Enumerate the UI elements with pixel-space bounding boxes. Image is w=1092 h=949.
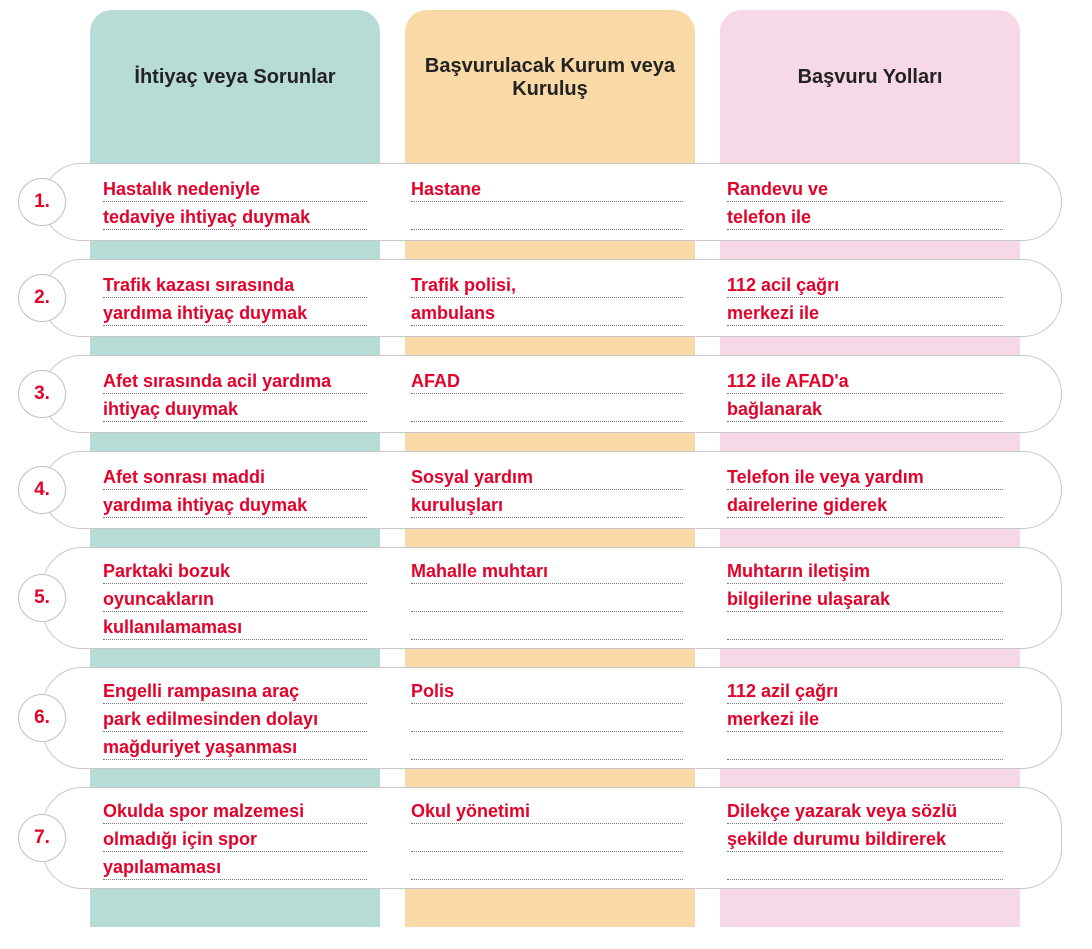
cell-way: 112 ile AFAD'a bağlanarak — [697, 356, 1017, 432]
cell-institution: Polis — [381, 668, 697, 768]
row-number: 7. — [34, 827, 50, 849]
cell-institution: Mahalle muhtarı — [381, 548, 697, 648]
table-row: 3. Afet sırasında acil yardıma ihtiyaç d… — [10, 355, 1082, 433]
cell-way: Dilekçe yazarak veya sözlü şekilde durum… — [697, 788, 1017, 888]
row-number-badge: 6. — [18, 694, 66, 742]
inst-line: kuruluşları — [411, 494, 503, 516]
cell-need: Parktaki bozuk oyuncakların kullanılamam… — [89, 548, 381, 648]
need-line: Okulda spor malzemesi — [103, 800, 304, 822]
need-line: Trafik kazası sırasında — [103, 274, 294, 296]
row-number: 6. — [34, 707, 50, 729]
table-row: 4. Afet sonrası maddi yardıma ihtiyaç du… — [10, 451, 1082, 529]
table-row: 5. Parktaki bozuk oyuncakların kullanıla… — [10, 547, 1082, 649]
need-line: oyuncakların — [103, 588, 214, 610]
need-line: tedaviye ihtiyaç duymak — [103, 206, 310, 228]
inst-line: Hastane — [411, 178, 481, 200]
cell-need: Afet sonrası maddi yardıma ihtiyaç duyma… — [89, 452, 381, 528]
row-number: 1. — [34, 191, 50, 213]
inst-line: Sosyal yardım — [411, 466, 533, 488]
way-line: Telefon ile veya yardım — [727, 466, 924, 488]
header-way: Başvuru Yolları — [720, 10, 1020, 145]
table-body: 1. Hastalık nedeniyle tedaviye ihtiyaç d… — [10, 163, 1082, 927]
row-number-badge: 3. — [18, 370, 66, 418]
way-line: Randevu ve — [727, 178, 828, 200]
cell-need: Trafik kazası sırasında yardıma ihtiyaç … — [89, 260, 381, 336]
row-number-badge: 7. — [18, 814, 66, 862]
way-line: merkezi ile — [727, 302, 819, 324]
inst-line: Okul yönetimi — [411, 800, 530, 822]
cell-need: Okulda spor malzemesi olmadığı için spor… — [89, 788, 381, 888]
cell-need: Engelli rampasına araç park edilmesinden… — [89, 668, 381, 768]
needs-table: İhtiyaç veya Sorunlar Başvurulacak Kurum… — [10, 10, 1082, 927]
need-line: Afet sırasında acil yardıma — [103, 370, 331, 392]
header-need: İhtiyaç veya Sorunlar — [90, 10, 380, 145]
table-row: 6. Engelli rampasına araç park edilmesin… — [10, 667, 1082, 769]
cell-way: Muhtarın iletişim bilgilerine ulaşarak — [697, 548, 1017, 648]
need-line: Afet sonrası maddi — [103, 466, 265, 488]
way-line: telefon ile — [727, 206, 811, 228]
need-line: Hastalık nedeniyle — [103, 178, 260, 200]
row-capsule: Okulda spor malzemesi olmadığı için spor… — [42, 787, 1062, 889]
inst-line: Mahalle muhtarı — [411, 560, 548, 582]
table-row: 7. Okulda spor malzemesi olmadığı için s… — [10, 787, 1082, 889]
row-number: 4. — [34, 479, 50, 501]
row-capsule: Afet sırasında acil yardıma ihtiyaç duıy… — [42, 355, 1062, 433]
need-line: yardıma ihtiyaç duymak — [103, 494, 307, 516]
need-line: yardıma ihtiyaç duymak — [103, 302, 307, 324]
row-number: 2. — [34, 287, 50, 309]
row-number-badge: 1. — [18, 178, 66, 226]
cell-institution: AFAD — [381, 356, 697, 432]
way-line: bağlanarak — [727, 398, 822, 420]
row-number-badge: 4. — [18, 466, 66, 514]
way-line: Muhtarın iletişim — [727, 560, 870, 582]
row-capsule: Parktaki bozuk oyuncakların kullanılamam… — [42, 547, 1062, 649]
cell-way: Telefon ile veya yardım dairelerine gide… — [697, 452, 1017, 528]
way-line: bilgilerine ulaşarak — [727, 588, 890, 610]
cell-way: 112 azil çağrı merkezi ile — [697, 668, 1017, 768]
inst-line: AFAD — [411, 370, 460, 392]
way-line: merkezi ile — [727, 708, 819, 730]
row-number-badge: 2. — [18, 274, 66, 322]
row-number-badge: 5. — [18, 574, 66, 622]
way-line: 112 acil çağrı — [727, 274, 839, 296]
inst-line: Polis — [411, 680, 454, 702]
row-capsule: Trafik kazası sırasında yardıma ihtiyaç … — [42, 259, 1062, 337]
need-line: ihtiyaç duıymak — [103, 398, 238, 420]
need-line: Engelli rampasına araç — [103, 680, 299, 702]
cell-need: Hastalık nedeniyle tedaviye ihtiyaç duym… — [89, 164, 381, 240]
way-line: Dilekçe yazarak veya sözlü — [727, 800, 957, 822]
cell-institution: Trafik polisi, ambulans — [381, 260, 697, 336]
row-capsule: Afet sonrası maddi yardıma ihtiyaç duyma… — [42, 451, 1062, 529]
row-number: 5. — [34, 587, 50, 609]
cell-way: Randevu ve telefon ile — [697, 164, 1017, 240]
way-line: 112 azil çağrı — [727, 680, 838, 702]
cell-need: Afet sırasında acil yardıma ihtiyaç duıy… — [89, 356, 381, 432]
header-institution: Başvurulacak Kurum veya Kuruluş — [405, 10, 695, 145]
need-line: yapılamaması — [103, 856, 221, 878]
need-line: Parktaki bozuk — [103, 560, 230, 582]
inst-line: Trafik polisi, — [411, 274, 516, 296]
cell-institution: Okul yönetimi — [381, 788, 697, 888]
need-line: mağduriyet yaşanması — [103, 736, 297, 758]
inst-line: ambulans — [411, 302, 495, 324]
table-headers: İhtiyaç veya Sorunlar Başvurulacak Kurum… — [10, 10, 1082, 145]
cell-institution: Sosyal yardım kuruluşları — [381, 452, 697, 528]
need-line: olmadığı için spor — [103, 828, 257, 850]
way-line: 112 ile AFAD'a — [727, 370, 849, 392]
row-number: 3. — [34, 383, 50, 405]
way-line: dairelerine giderek — [727, 494, 887, 516]
cell-institution: Hastane — [381, 164, 697, 240]
row-capsule: Hastalık nedeniyle tedaviye ihtiyaç duym… — [42, 163, 1062, 241]
way-line: şekilde durumu bildirerek — [727, 828, 946, 850]
table-row: 2. Trafik kazası sırasında yardıma ihtiy… — [10, 259, 1082, 337]
cell-way: 112 acil çağrı merkezi ile — [697, 260, 1017, 336]
row-capsule: Engelli rampasına araç park edilmesinden… — [42, 667, 1062, 769]
need-line: park edilmesinden dolayı — [103, 708, 318, 730]
need-line: kullanılamaması — [103, 616, 242, 638]
table-row: 1. Hastalık nedeniyle tedaviye ihtiyaç d… — [10, 163, 1082, 241]
